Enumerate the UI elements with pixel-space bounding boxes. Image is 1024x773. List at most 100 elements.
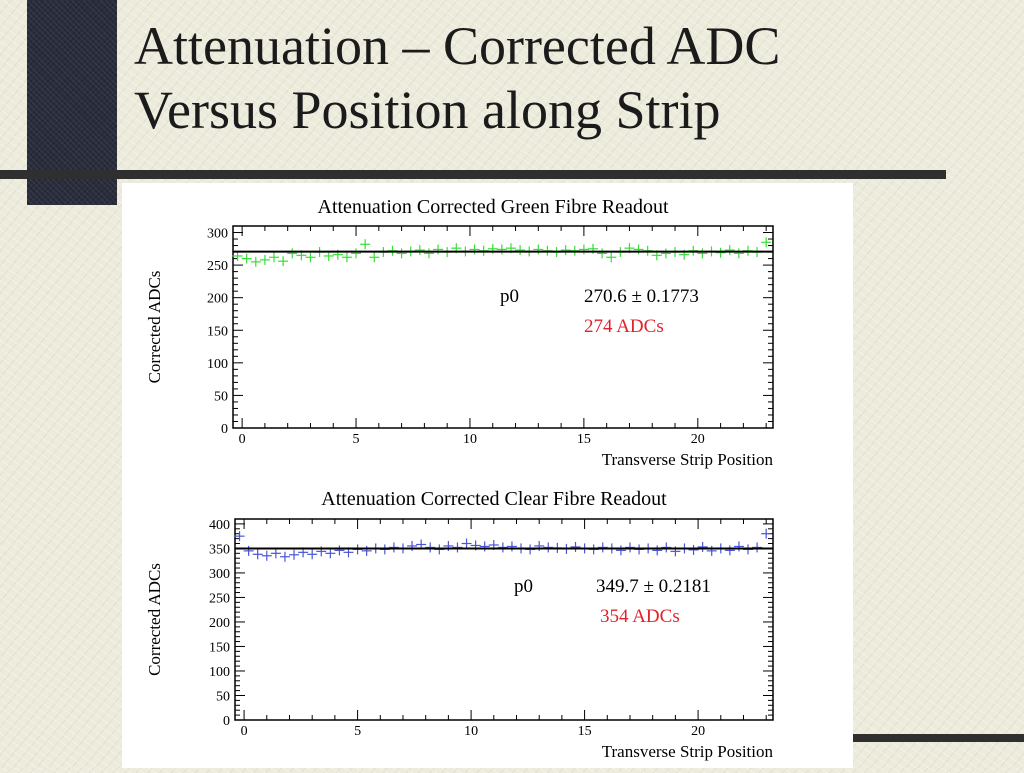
data-point xyxy=(497,542,508,553)
y-tick-label: 50 xyxy=(216,689,230,704)
y-tick-label: 0 xyxy=(221,422,228,437)
chart-title: Attenuation Corrected Clear Fibre Readou… xyxy=(321,488,667,510)
data-point xyxy=(287,248,298,259)
adc-annotation: 274 ADCs xyxy=(584,316,664,337)
data-point xyxy=(560,245,571,256)
data-point xyxy=(496,244,507,255)
data-point xyxy=(388,542,399,553)
fit-parameter-label: p0 xyxy=(514,576,533,597)
x-axis-label: Transverse Strip Position xyxy=(602,742,774,761)
x-tick-label: 0 xyxy=(239,432,246,447)
data-point xyxy=(305,252,316,263)
y-tick-label: 350 xyxy=(209,542,230,557)
x-tick-label: 10 xyxy=(464,724,478,739)
data-point xyxy=(252,549,263,560)
data-point xyxy=(633,244,644,255)
fit-result: 349.7 ± 0.2181 xyxy=(596,576,711,597)
data-point xyxy=(425,542,436,553)
y-tick-label: 250 xyxy=(207,259,228,274)
data-point xyxy=(361,545,372,556)
data-point xyxy=(452,542,463,553)
data-point xyxy=(241,253,252,264)
y-tick-label: 300 xyxy=(207,227,228,242)
data-point xyxy=(234,531,245,542)
data-point xyxy=(279,551,290,562)
y-tick-label: 50 xyxy=(214,389,228,404)
data-point xyxy=(469,244,480,255)
fit-result: 270.6 ± 0.1773 xyxy=(584,286,699,307)
x-tick-label: 5 xyxy=(354,724,361,739)
data-point xyxy=(307,549,318,560)
fit-parameter-label: p0 xyxy=(500,286,519,307)
y-tick-label: 150 xyxy=(209,640,230,655)
data-point xyxy=(396,248,407,259)
data-point xyxy=(259,254,270,265)
data-point xyxy=(724,245,735,256)
charts-svg: Attenuation Corrected Green Fibre Readou… xyxy=(145,196,774,761)
data-point xyxy=(733,541,744,552)
data-point xyxy=(414,245,425,256)
data-point xyxy=(269,252,280,263)
slide-title: Attenuation – Corrected ADC Versus Posit… xyxy=(134,14,994,142)
slide-title-line-2: Versus Position along Strip xyxy=(134,80,721,140)
plot-panel: Attenuation Corrected Green Fibre Readou… xyxy=(122,183,853,768)
data-point xyxy=(423,248,434,259)
y-tick-label: 100 xyxy=(207,357,228,372)
data-point xyxy=(479,541,490,552)
data-point xyxy=(278,256,289,267)
y-tick-label: 200 xyxy=(207,292,228,307)
data-point xyxy=(624,542,635,553)
y-axis-label: Corrected ADCs xyxy=(145,563,164,676)
chart-title: Attenuation Corrected Green Fibre Readou… xyxy=(318,196,669,218)
adc-annotation: 354 ADCs xyxy=(600,606,680,627)
data-point xyxy=(652,545,663,556)
data-point xyxy=(661,542,672,553)
data-point xyxy=(515,245,526,256)
data-point xyxy=(351,248,362,259)
x-tick-label: 0 xyxy=(241,724,248,739)
data-point xyxy=(360,239,371,250)
data-point xyxy=(761,237,772,248)
data-point xyxy=(597,542,608,553)
x-tick-label: 20 xyxy=(691,432,705,447)
data-point xyxy=(270,548,281,559)
data-point xyxy=(615,545,626,556)
data-point xyxy=(715,247,726,258)
data-point xyxy=(369,252,380,263)
x-tick-label: 5 xyxy=(353,432,360,447)
data-point xyxy=(697,541,708,552)
x-axis-label: Transverse Strip Position xyxy=(602,450,774,469)
data-point xyxy=(341,252,352,263)
title-divider-rule xyxy=(0,170,946,179)
y-tick-label: 150 xyxy=(207,324,228,339)
data-point xyxy=(752,542,763,553)
x-tick-label: 15 xyxy=(577,432,591,447)
data-point xyxy=(250,256,261,267)
data-point xyxy=(506,541,517,552)
data-point xyxy=(243,545,254,556)
plot-frame xyxy=(232,225,774,429)
data-point xyxy=(606,252,617,263)
data-point xyxy=(660,248,671,259)
data-point xyxy=(578,244,589,255)
x-tick-label: 15 xyxy=(578,724,592,739)
data-point xyxy=(570,541,581,552)
data-point xyxy=(724,545,735,556)
plot-frame xyxy=(234,518,774,721)
y-tick-label: 100 xyxy=(209,665,230,680)
data-point xyxy=(688,544,699,555)
data-point xyxy=(289,549,300,560)
data-point xyxy=(533,244,544,255)
y-tick-label: 200 xyxy=(209,616,230,631)
data-point xyxy=(433,244,444,255)
data-point xyxy=(461,538,472,549)
data-point xyxy=(597,248,608,259)
data-point xyxy=(761,528,772,539)
data-point xyxy=(697,248,708,259)
x-tick-label: 20 xyxy=(691,724,705,739)
y-tick-label: 250 xyxy=(209,591,230,606)
data-point xyxy=(334,545,345,556)
slide-title-line-1: Attenuation – Corrected ADC xyxy=(134,16,781,76)
data-point xyxy=(543,542,554,553)
data-point xyxy=(325,548,336,559)
